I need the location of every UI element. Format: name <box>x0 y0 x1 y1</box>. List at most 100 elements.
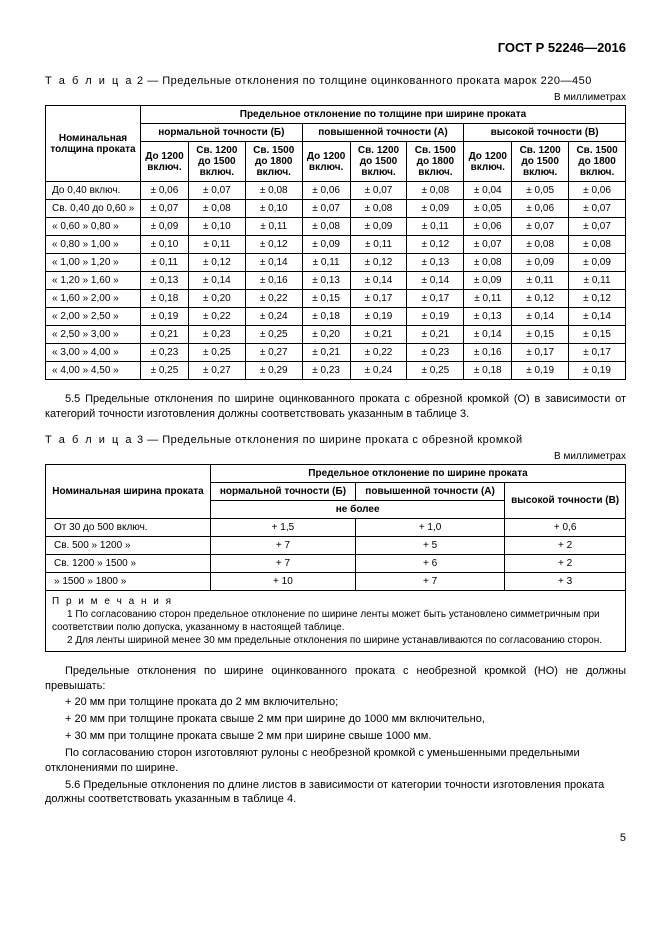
t3-main: Предельное отклонение по ширине проката <box>211 464 626 482</box>
table-cell: ± 0,14 <box>245 254 302 272</box>
table-cell: ± 0,11 <box>464 290 512 308</box>
table-cell: ± 0,11 <box>302 254 350 272</box>
table-cell: ± 0,20 <box>188 290 245 308</box>
table-cell: ± 0,08 <box>350 200 407 218</box>
table-cell: + 7 <box>211 536 356 554</box>
para-5-5: 5.5 Предельные отклонения по ширине оцин… <box>45 392 626 422</box>
caption-text: — Предельные отклонения по толщине оцинк… <box>147 75 592 87</box>
table-cell: ± 0,23 <box>141 344 189 362</box>
table3: Номинальная ширина проката Предельное от… <box>45 464 626 652</box>
t2-s2: Св. 1200 до 1500 включ. <box>188 142 245 182</box>
t3-rowhead: Номинальная ширина проката <box>46 464 211 518</box>
table3-caption: Т а б л и ц а 3 — Предельные отклонения … <box>45 434 626 446</box>
table-cell: ± 0,13 <box>302 272 350 290</box>
table-cell: ± 0,04 <box>464 182 512 200</box>
table-row-label: « 1,00 » 1,20 » <box>46 254 141 272</box>
table-cell: + 0,6 <box>505 518 626 536</box>
table-cell: ± 0,11 <box>188 236 245 254</box>
para-5-6: 5.6 Предельные отклонения по длине листо… <box>45 778 626 808</box>
table-cell: ± 0,11 <box>350 236 407 254</box>
table-cell: ± 0,12 <box>188 254 245 272</box>
caption-prefix: Т а б л и ц а <box>45 75 133 87</box>
table-cell: ± 0,07 <box>569 200 626 218</box>
table-row-label: « 2,00 » 2,50 » <box>46 308 141 326</box>
table-cell: ± 0,07 <box>188 182 245 200</box>
table-cell: ± 0,13 <box>464 308 512 326</box>
table-cell: ± 0,08 <box>245 182 302 200</box>
table-cell: ± 0,12 <box>407 236 464 254</box>
table-cell: ± 0,11 <box>407 218 464 236</box>
table-cell: ± 0,14 <box>569 308 626 326</box>
table-cell: ± 0,24 <box>245 308 302 326</box>
table-cell: ± 0,06 <box>141 182 189 200</box>
table-cell: + 10 <box>211 572 356 590</box>
table-cell: ± 0,19 <box>350 308 407 326</box>
table-cell: ± 0,09 <box>302 236 350 254</box>
table-cell: ± 0,13 <box>407 254 464 272</box>
table-cell: ± 0,09 <box>350 218 407 236</box>
table-cell: ± 0,27 <box>188 362 245 380</box>
table-row-label: « 1,60 » 2,00 » <box>46 290 141 308</box>
table-cell: + 1,0 <box>355 518 504 536</box>
table-cell: ± 0,11 <box>512 272 569 290</box>
table-cell: ± 0,10 <box>245 200 302 218</box>
table-cell: ± 0,12 <box>245 236 302 254</box>
table-cell: ± 0,18 <box>464 362 512 380</box>
t2-s2: Св. 1200 до 1500 включ. <box>512 142 569 182</box>
table-cell: ± 0,09 <box>512 254 569 272</box>
t2-rowhead: Номинальная толщина проката <box>46 106 141 182</box>
table-cell: ± 0,09 <box>141 218 189 236</box>
table-cell: ± 0,11 <box>245 218 302 236</box>
t2-s1: До 1200 включ. <box>302 142 350 182</box>
table-cell: ± 0,14 <box>188 272 245 290</box>
notes-title: П р и м е ч а н и я <box>52 595 619 608</box>
table-row-label: Св. 500 » 1200 » <box>46 536 211 554</box>
table-cell: + 5 <box>355 536 504 554</box>
t2-main: Предельное отклонение по толщине при шир… <box>141 106 626 124</box>
table-cell: ± 0,09 <box>464 272 512 290</box>
bullet-line: + 20 мм при толщине проката до 2 мм вклю… <box>45 695 626 710</box>
table-cell: ± 0,19 <box>407 308 464 326</box>
t3-B: нормальной точности (Б) <box>211 482 356 500</box>
table-cell: ± 0,16 <box>245 272 302 290</box>
table-cell: ± 0,29 <box>245 362 302 380</box>
t2-s3: Св. 1500 до 1800 включ. <box>569 142 626 182</box>
table-row-label: « 4,00 » 4,50 » <box>46 362 141 380</box>
table-cell: ± 0,21 <box>407 326 464 344</box>
table-cell: ± 0,23 <box>407 344 464 362</box>
table-cell: ± 0,23 <box>302 362 350 380</box>
table-cell: ± 0,14 <box>350 272 407 290</box>
table2: Номинальная толщина проката Предельное о… <box>45 105 626 380</box>
table-cell: + 6 <box>355 554 504 572</box>
table-row-label: » 1500 » 1800 » <box>46 572 211 590</box>
table-row-label: « 0,60 » 0,80 » <box>46 218 141 236</box>
table-cell: ± 0,07 <box>350 182 407 200</box>
table-row-label: До 0,40 включ. <box>46 182 141 200</box>
table-cell: ± 0,13 <box>141 272 189 290</box>
table-cell: ± 0,20 <box>302 326 350 344</box>
table2-unit: В миллиметрах <box>45 92 626 103</box>
table-cell: ± 0,17 <box>569 344 626 362</box>
note-1: 1 По согласованию сторон предельное откл… <box>52 608 619 634</box>
t3-max: не более <box>211 500 505 518</box>
table-cell: ± 0,14 <box>407 272 464 290</box>
table-cell: ± 0,06 <box>302 182 350 200</box>
notes-cell: П р и м е ч а н и я 1 По согласованию ст… <box>46 590 626 651</box>
table-cell: ± 0,16 <box>464 344 512 362</box>
table-cell: ± 0,07 <box>569 218 626 236</box>
table-cell: + 1,5 <box>211 518 356 536</box>
table-cell: ± 0,11 <box>569 272 626 290</box>
table-cell: ± 0,22 <box>188 308 245 326</box>
table-cell: ± 0,09 <box>407 200 464 218</box>
t2-s2: Св. 1200 до 1500 включ. <box>350 142 407 182</box>
table-cell: ± 0,27 <box>245 344 302 362</box>
table-cell: ± 0,18 <box>302 308 350 326</box>
table-cell: ± 0,25 <box>141 362 189 380</box>
para-ho: Предельные отклонения по ширине оцинкова… <box>45 664 626 694</box>
table-row-label: Св. 0,40 до 0,60 » <box>46 200 141 218</box>
t2-s1: До 1200 включ. <box>141 142 189 182</box>
table-cell: ± 0,19 <box>569 362 626 380</box>
t3-A: повышенной точности (А) <box>355 482 504 500</box>
table-cell: ± 0,19 <box>512 362 569 380</box>
table-cell: ± 0,05 <box>512 182 569 200</box>
